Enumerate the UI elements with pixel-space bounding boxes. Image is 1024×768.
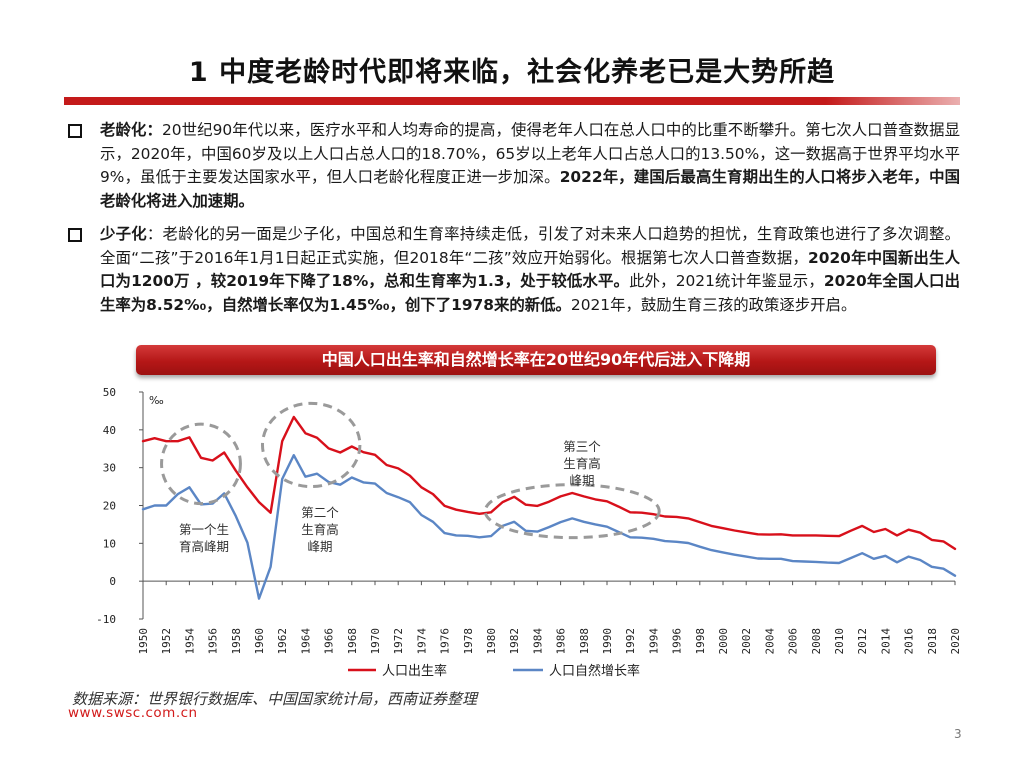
square-bullet-icon [68, 228, 82, 242]
x-tick-label: 2020 [949, 628, 962, 655]
x-tick-label: 1962 [276, 628, 289, 655]
x-tick-label: 1974 [415, 628, 428, 655]
bullet-segment: 2021年，鼓励生育三孩的政策逐步开启。 [570, 295, 857, 314]
y-tick-label: 50 [103, 386, 116, 399]
y-unit-label: ‰ [149, 394, 164, 407]
x-tick-label: 1956 [207, 628, 220, 655]
x-tick-label: 1994 [647, 628, 660, 655]
x-tick-label: 1960 [253, 628, 266, 655]
x-tick-label: 2004 [763, 628, 776, 655]
annotation-ellipse [483, 483, 661, 540]
x-tick-label: 1978 [462, 628, 475, 655]
x-tick-label: 1984 [531, 628, 544, 655]
bullet-low-fertility-text: 少子化：老龄化的另一面是少子化，中国总和生育率持续走低，引发了对未来人口趋势的担… [100, 223, 960, 317]
x-tick-label: 1992 [624, 628, 637, 655]
bullet-segment: 2020年全国人口出生率为8.52%₀，自然增长率仅为1.45%₀，创下了197… [100, 272, 960, 314]
x-tick-label: 2012 [856, 628, 869, 655]
x-tick-label: 1950 [137, 628, 150, 655]
page-number: 3 [954, 727, 962, 741]
annotation-text: 生育高 [563, 456, 601, 471]
x-tick-label: 1996 [671, 628, 684, 655]
annotation-text: 生育高 [301, 522, 339, 537]
x-tick-label: 1970 [369, 628, 382, 655]
x-tick-label: 1972 [392, 628, 405, 655]
slide-title: 1 中度老龄时代即将来临，社会化养老已是大势所趋 [188, 57, 836, 88]
y-tick-label: -10 [96, 613, 116, 626]
x-tick-label: 1990 [601, 628, 614, 655]
x-tick-label: 1954 [183, 628, 196, 655]
square-bullet-icon [68, 124, 82, 138]
x-tick-label: 2010 [833, 628, 846, 655]
x-tick-label: 1966 [323, 628, 336, 655]
bullet-segment: 此外，2021统计年鉴显示， [629, 272, 824, 290]
x-tick-label: 1988 [578, 628, 591, 655]
x-tick-label: 2014 [879, 628, 892, 655]
x-tick-label: 1968 [346, 628, 359, 655]
annotation-ellipse [160, 422, 242, 506]
x-tick-label: 1958 [230, 628, 243, 655]
x-tick-label: 2000 [717, 628, 730, 655]
bullet-segment: 2022年，建国后最高生育期出生的人口将步入老年，中国老龄化将进入加速期。 [100, 168, 960, 210]
annotation-text: 第二个 [301, 505, 339, 520]
bullet-segment: 2020年中国新出生人口为1200万 ，较2019年下降了18%，总和生育率为1… [100, 248, 960, 291]
bullet-segment: ：老龄化的另一面是少子化，中国总和生育率持续走低，引发了对未来人口趋势的担忧，生… [100, 225, 960, 267]
bullet-segment: 少子化 [100, 225, 147, 243]
title-underline [64, 97, 960, 105]
x-tick-label: 1976 [439, 628, 452, 655]
x-tick-label: 1986 [555, 628, 568, 655]
y-tick-label: 20 [103, 500, 116, 513]
bullet-aging-text: 老龄化：20世纪90年代以来，医疗水平和人均寿命的提高，使得老年人口在总人口中的… [100, 119, 960, 213]
x-tick-label: 2006 [787, 628, 800, 655]
chart-title-banner: 中国人口出生率和自然增长率在20世纪90年代后进入下降期 [136, 345, 936, 375]
y-tick-label: 0 [109, 575, 116, 588]
legend-label: 人口出生率 [382, 663, 447, 679]
legend-label: 人口自然增长率 [549, 663, 640, 679]
annotation-text: 第一个生 [179, 522, 229, 537]
series-line [141, 454, 957, 600]
x-tick-label: 1998 [694, 628, 707, 655]
annotation-ellipse [260, 401, 362, 489]
annotation-text: 育高峰期 [179, 539, 229, 554]
website-url: www.swsc.com.cn [68, 705, 198, 721]
x-tick-label: 1964 [299, 628, 312, 655]
y-tick-label: 30 [103, 462, 116, 475]
series-line [141, 415, 957, 551]
bullet-segment: 老龄化： [100, 121, 162, 139]
x-tick-label: 1952 [160, 628, 173, 655]
y-tick-label: 40 [103, 424, 116, 437]
data-source: 数据来源：世界银行数据库、中国国家统计局，西南证券整理 [72, 690, 478, 708]
x-tick-label: 1982 [508, 628, 521, 655]
x-tick-label: 2016 [903, 628, 916, 655]
y-tick-label: 10 [103, 537, 116, 550]
annotation-text: 第三个 [563, 439, 601, 454]
x-tick-label: 2018 [926, 628, 939, 655]
x-tick-label: 2008 [810, 628, 823, 655]
x-tick-label: 1980 [485, 628, 498, 655]
x-tick-label: 2002 [740, 628, 753, 655]
annotation-text: 峰期 [569, 473, 594, 488]
annotation-text: 峰期 [307, 539, 332, 554]
bullet-segment: 20世纪90年代以来，医疗水平和人均寿命的提高，使得老年人口在总人口中的比重不断… [100, 121, 960, 186]
